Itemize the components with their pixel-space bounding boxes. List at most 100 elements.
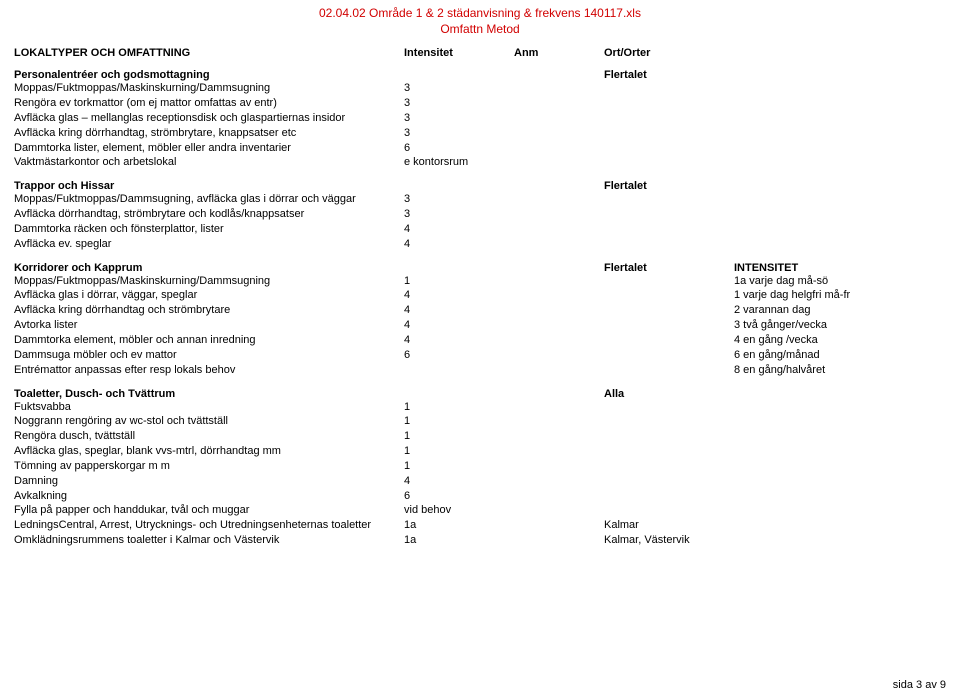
cell-desc: Omklädningsrummens toaletter i Kalmar oc… bbox=[14, 533, 404, 548]
cell-anm bbox=[514, 333, 604, 348]
table-row: Moppas/Fuktmoppas/Dammsugning, avfläcka … bbox=[14, 192, 946, 207]
cell-desc: Dammtorka element, möbler och annan inre… bbox=[14, 333, 404, 348]
cell-ort bbox=[604, 474, 734, 489]
cell-intensitet: 4 bbox=[404, 237, 514, 252]
sections-container: Personalentréer och godsmottagningFlerta… bbox=[14, 69, 946, 548]
cell-ort bbox=[604, 348, 734, 363]
cell-ort bbox=[604, 400, 734, 415]
cell-note: 1 varje dag helgfri må-fr bbox=[734, 288, 914, 303]
cell-ort: Kalmar bbox=[604, 518, 734, 533]
cell-intensitet: 6 bbox=[404, 489, 514, 504]
cell-anm bbox=[514, 518, 604, 533]
cell-note bbox=[734, 81, 914, 96]
cell-anm bbox=[514, 489, 604, 504]
table-row: Omklädningsrummens toaletter i Kalmar oc… bbox=[14, 533, 946, 548]
cell-desc: Fuktsvabba bbox=[14, 400, 404, 415]
cell-ort bbox=[604, 503, 734, 518]
cell-anm bbox=[514, 222, 604, 237]
section-anm-blank bbox=[514, 388, 604, 400]
cell-intensitet: 4 bbox=[404, 318, 514, 333]
cell-anm bbox=[514, 207, 604, 222]
table-row: Dammtorka element, möbler och annan inre… bbox=[14, 333, 946, 348]
cell-ort bbox=[604, 141, 734, 156]
table-row: Moppas/Fuktmoppas/Maskinskurning/Dammsug… bbox=[14, 274, 946, 289]
cell-intensitet: 4 bbox=[404, 303, 514, 318]
cell-anm bbox=[514, 155, 604, 170]
cell-intensitet: 4 bbox=[404, 333, 514, 348]
section-header: Korridorer och KapprumFlertaletINTENSITE… bbox=[14, 262, 946, 274]
cell-note bbox=[734, 489, 914, 504]
cell-ort bbox=[604, 363, 734, 378]
cell-anm bbox=[514, 363, 604, 378]
cell-note bbox=[734, 207, 914, 222]
section-note-header bbox=[734, 388, 914, 400]
table-row: Dammsuga möbler och ev mattor66 en gång/… bbox=[14, 348, 946, 363]
table-row: Avtorka lister43 två gånger/vecka bbox=[14, 318, 946, 333]
cell-ort bbox=[604, 96, 734, 111]
cell-anm bbox=[514, 474, 604, 489]
cell-ort bbox=[604, 111, 734, 126]
cell-anm bbox=[514, 400, 604, 415]
section-int-blank bbox=[404, 262, 514, 274]
table-row: Avfläcka ev. speglar4 bbox=[14, 237, 946, 252]
table-row: Avfläcka glas – mellanglas receptionsdis… bbox=[14, 111, 946, 126]
cell-anm bbox=[514, 126, 604, 141]
cell-desc: Avfläcka kring dörrhandtag och strömbryt… bbox=[14, 303, 404, 318]
table-row: Tömning av papperskorgar m m1 bbox=[14, 459, 946, 474]
cell-intensitet: 6 bbox=[404, 141, 514, 156]
cell-intensitet: 3 bbox=[404, 81, 514, 96]
cell-anm bbox=[514, 414, 604, 429]
cell-anm bbox=[514, 81, 604, 96]
section-header: Trappor och HissarFlertalet bbox=[14, 180, 946, 192]
section-note-header bbox=[734, 69, 914, 81]
cell-intensitet: 1 bbox=[404, 414, 514, 429]
cell-anm bbox=[514, 533, 604, 548]
cell-anm bbox=[514, 288, 604, 303]
cell-desc: Avfläcka glas – mellanglas receptionsdis… bbox=[14, 111, 404, 126]
cell-ort bbox=[604, 333, 734, 348]
section-int-blank bbox=[404, 180, 514, 192]
table-row: Avfläcka dörrhandtag, strömbrytare och k… bbox=[14, 207, 946, 222]
cell-note bbox=[734, 503, 914, 518]
cell-intensitet: 1 bbox=[404, 400, 514, 415]
cell-desc: Avfläcka glas, speglar, blank vvs-mtrl, … bbox=[14, 444, 404, 459]
section-ort: Alla bbox=[604, 388, 734, 400]
cell-ort bbox=[604, 274, 734, 289]
cell-desc: Dammsuga möbler och ev mattor bbox=[14, 348, 404, 363]
table-row: Rengöra ev torkmattor (om ej mattor omfa… bbox=[14, 96, 946, 111]
cell-desc: Damning bbox=[14, 474, 404, 489]
cell-note bbox=[734, 533, 914, 548]
cell-note bbox=[734, 237, 914, 252]
table-row: Dammtorka lister, element, möbler eller … bbox=[14, 141, 946, 156]
table-row: Avkalkning6 bbox=[14, 489, 946, 504]
section-header: Toaletter, Dusch- och TvättrumAlla bbox=[14, 388, 946, 400]
title-line1: 02.04.02 Område 1 & 2 städanvisning & fr… bbox=[14, 6, 946, 22]
cell-note bbox=[734, 518, 914, 533]
table-row: Avfläcka glas i dörrar, väggar, speglar4… bbox=[14, 288, 946, 303]
cell-desc: Dammtorka lister, element, möbler eller … bbox=[14, 141, 404, 156]
title-line2: Omfattn Metod bbox=[14, 22, 946, 38]
cell-note bbox=[734, 192, 914, 207]
cell-note: 3 två gånger/vecka bbox=[734, 318, 914, 333]
table-row: Fuktsvabba1 bbox=[14, 400, 946, 415]
table-row: Vaktmästarkontor och arbetslokale kontor… bbox=[14, 155, 946, 170]
table-row: Rengöra dusch, tvättställ1 bbox=[14, 429, 946, 444]
cell-ort bbox=[604, 459, 734, 474]
cell-anm bbox=[514, 503, 604, 518]
cell-anm bbox=[514, 111, 604, 126]
page-footer: sida 3 av 9 bbox=[893, 679, 946, 691]
cell-desc: Rengöra ev torkmattor (om ej mattor omfa… bbox=[14, 96, 404, 111]
cell-note bbox=[734, 126, 914, 141]
cell-ort bbox=[604, 222, 734, 237]
cell-desc: Moppas/Fuktmoppas/Maskinskurning/Dammsug… bbox=[14, 274, 404, 289]
cell-intensitet: 3 bbox=[404, 192, 514, 207]
cell-ort bbox=[604, 126, 734, 141]
cell-note bbox=[734, 155, 914, 170]
cell-intensitet: 1 bbox=[404, 459, 514, 474]
section-title: Personalentréer och godsmottagning bbox=[14, 69, 404, 81]
table-row: Entrémattor anpassas efter resp lokals b… bbox=[14, 363, 946, 378]
cell-anm bbox=[514, 429, 604, 444]
table-row: Avfläcka glas, speglar, blank vvs-mtrl, … bbox=[14, 444, 946, 459]
section-title: Korridorer och Kapprum bbox=[14, 262, 404, 274]
table-row: Damning4 bbox=[14, 474, 946, 489]
